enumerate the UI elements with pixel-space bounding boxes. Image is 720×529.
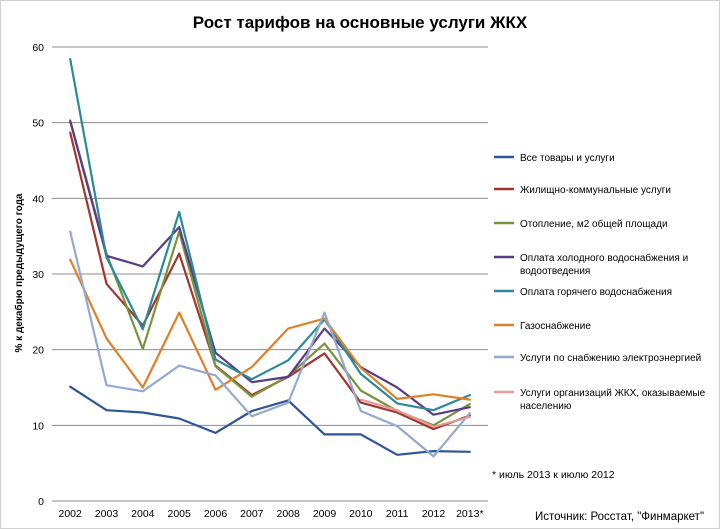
chart-title: Рост тарифов на основные услуги ЖКХ	[193, 13, 528, 32]
legend-label: водоотведения	[520, 266, 590, 277]
x-tick-label: 2010	[349, 508, 373, 520]
legend-label: Жилищно-коммунальные услуги	[520, 185, 671, 196]
y-tick-label: 20	[32, 345, 44, 357]
legend-label: Оплата горячего водоснабжения	[520, 286, 672, 298]
legend-label: населению	[520, 401, 572, 412]
series-line-5	[69, 58, 471, 412]
y-tick-label: 10	[32, 420, 44, 432]
series-lines	[69, 58, 471, 458]
y-tick-label: 30	[32, 269, 44, 281]
series-line-7	[69, 230, 471, 458]
series-line-2	[69, 131, 471, 431]
x-tick-label: 2008	[276, 508, 300, 520]
y-tick-label: 60	[32, 42, 44, 54]
legend-label: Услуги организаций ЖКХ, оказываемые	[520, 388, 706, 399]
series-line-4	[69, 120, 471, 416]
series-line-6	[69, 258, 471, 401]
footnote: * июль 2013 к июлю 2012	[492, 469, 615, 481]
series-line-1	[69, 385, 471, 456]
x-tick-label: 2002	[58, 508, 82, 520]
x-tick-label: 2013*	[456, 508, 483, 520]
x-axis-ticks: 2002 2003 2004 2005 2006 2007 2008 2009 2010 2011…	[58, 508, 483, 520]
legend-label: Все товары и услуги	[520, 153, 615, 164]
x-tick-label: 2011	[386, 508, 409, 520]
source-note: Источник: Росстат, "Финмаркет"	[535, 511, 704, 523]
series-line-8	[359, 398, 471, 428]
x-tick-label: 2006	[204, 508, 228, 520]
y-axis-label: % к декабрю предыдущего года	[13, 193, 25, 352]
x-tick-label: 2005	[167, 508, 191, 520]
y-tick-label: 0	[38, 496, 44, 508]
x-tick-label: 2003	[95, 508, 119, 520]
legend-label: Отопление, м2 общей площади	[520, 218, 668, 230]
y-axis-ticks: 0 10 20 30 40 50 60	[32, 42, 44, 508]
gridlines	[52, 46, 488, 502]
y-tick-label: 50	[32, 118, 44, 130]
legend-label: Услуги по снабжению электроэнергией	[520, 352, 701, 364]
legend-label: Газоснабжение	[520, 320, 591, 332]
x-tick-label: 2012	[422, 508, 446, 520]
x-tick-label: 2009	[313, 508, 337, 520]
x-tick-label: 2007	[240, 508, 264, 520]
x-tick-label: 2004	[131, 508, 155, 520]
legend: Все товары и услуги Жилищно-коммунальные …	[494, 153, 706, 412]
y-tick-label: 40	[32, 193, 44, 205]
legend-label: Оплата холодного водоснабжения и	[520, 252, 688, 264]
